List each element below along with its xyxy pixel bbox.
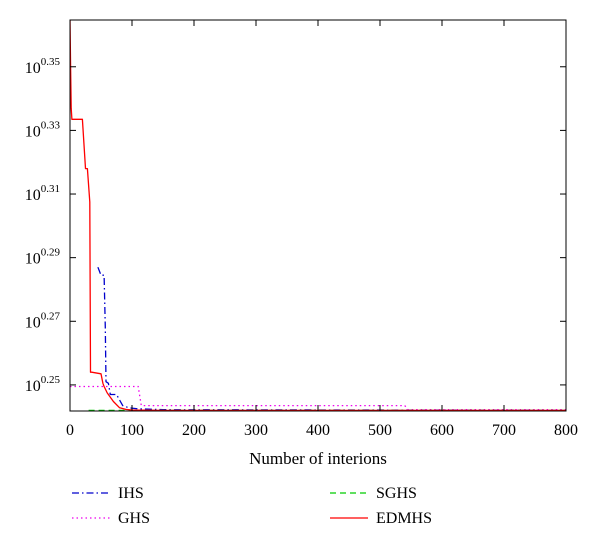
ticks-layer: 0 100 200 300 400 500 600 700 800 100.25 100.27 100… (25, 20, 578, 439)
y-tick-label: 100.29 (25, 247, 61, 268)
x-axis-label: Number of interions (249, 449, 387, 468)
series-layer (70, 20, 566, 411)
legend-label-ghs: GHS (118, 510, 150, 527)
y-tick-label: 100.27 (25, 310, 61, 331)
y-tick-label: 100.33 (25, 119, 61, 140)
legend-label-ihs: IHS (118, 485, 144, 502)
x-tick-label: 500 (368, 422, 392, 439)
x-tick-label: 800 (554, 422, 578, 439)
y-tick-label: 100.25 (25, 374, 61, 395)
y-tick-label: 100.31 (25, 183, 60, 204)
x-tick-label: 0 (66, 422, 74, 439)
legend: IHS GHS SGHS EDMHS (72, 485, 432, 527)
legend-label-sghs: SGHS (376, 485, 417, 502)
series-line-ihs (97, 266, 566, 411)
x-tick-label: 100 (120, 422, 144, 439)
x-tick-label: 300 (244, 422, 268, 439)
legend-label-edmhs: EDMHS (376, 510, 432, 527)
x-tick-label: 400 (306, 422, 330, 439)
x-tick-label: 600 (430, 422, 454, 439)
plot-frame (69, 19, 567, 412)
y-tick-label: 100.35 (25, 56, 61, 77)
x-tick-label: 200 (182, 422, 206, 439)
series-line-edmhs (70, 20, 566, 411)
series-line-ghs (70, 385, 566, 411)
x-tick-label: 700 (492, 422, 516, 439)
